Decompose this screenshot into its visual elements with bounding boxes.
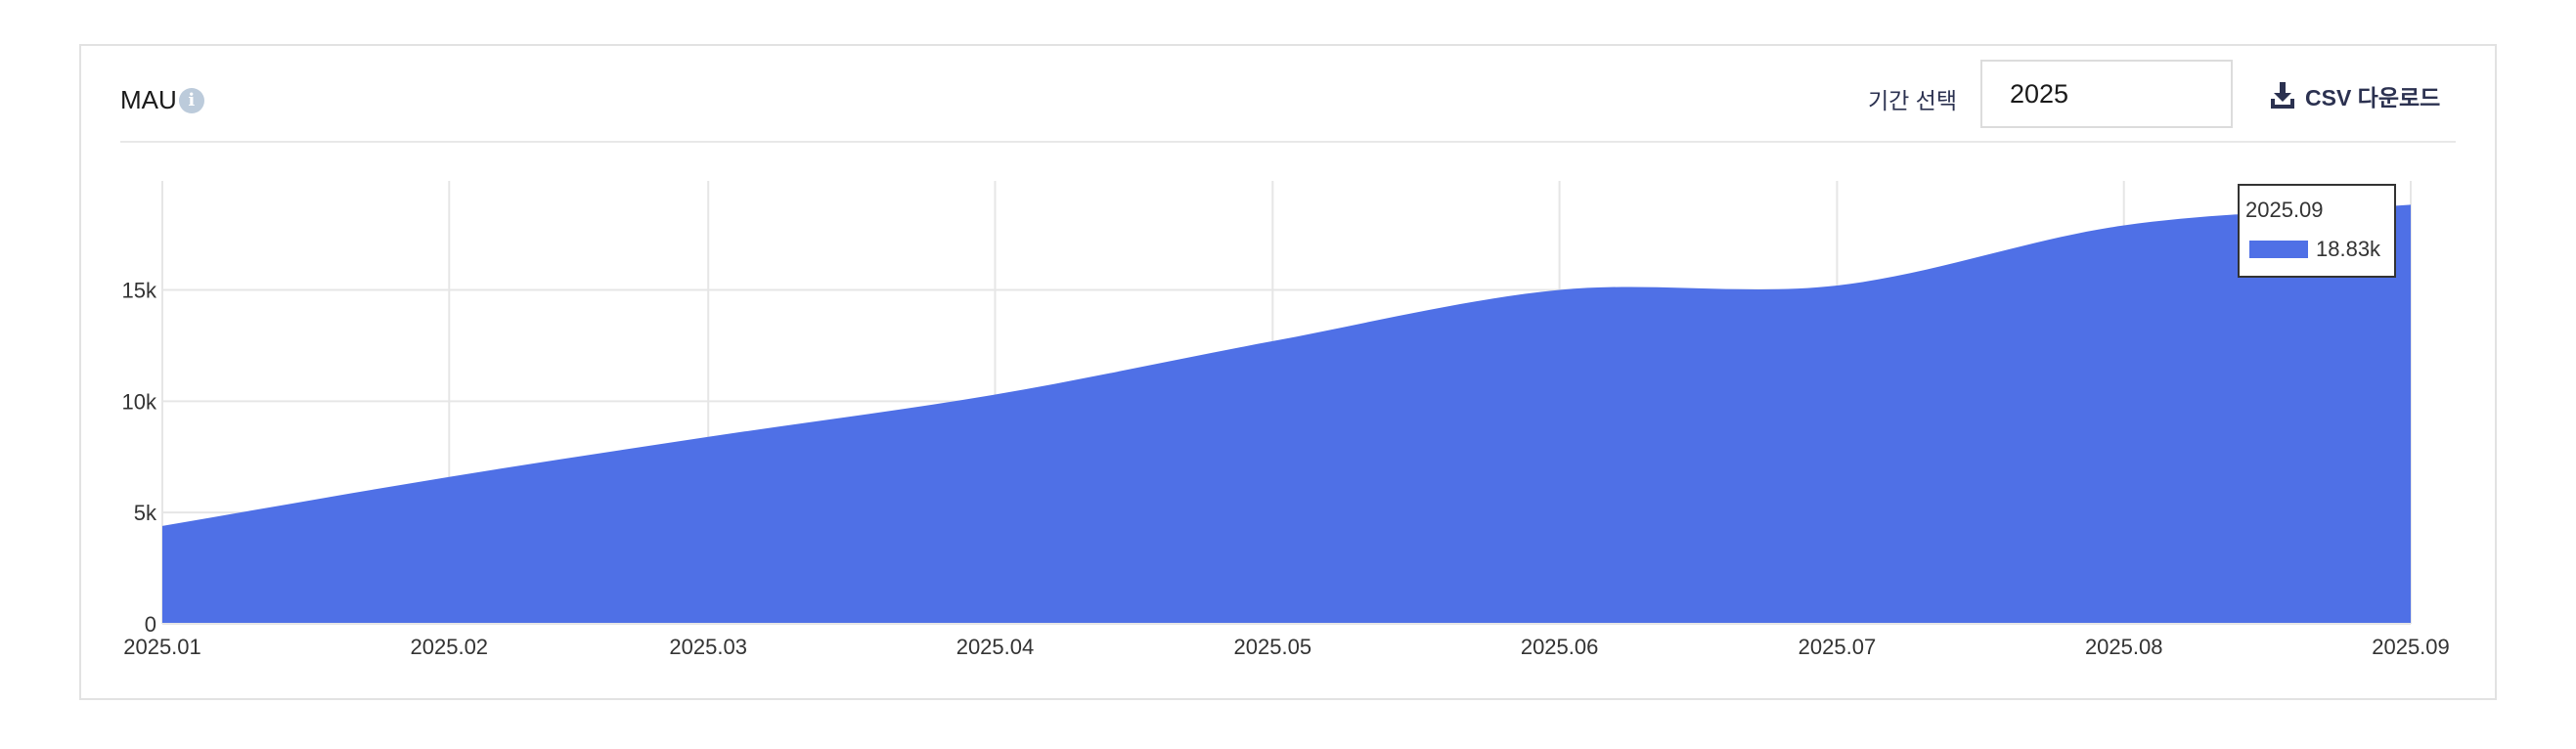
title-text: MAU: [120, 85, 177, 114]
x-tick-label: 2025.03: [669, 635, 747, 659]
x-tick-label: 2025.01: [123, 635, 201, 659]
card-title: MAU i: [120, 85, 204, 115]
x-tick-label: 2025.04: [956, 635, 1035, 659]
csv-download-button[interactable]: CSV 다운로드: [2270, 79, 2440, 112]
period-select[interactable]: 2025: [1980, 60, 2233, 128]
tooltip-date: 2025.09: [2245, 198, 2324, 222]
y-tick-label: 10k: [122, 389, 157, 414]
tooltip-row: 18.83k: [2249, 237, 2380, 262]
info-icon[interactable]: i: [178, 87, 204, 113]
x-tick-label: 2025.09: [2372, 635, 2450, 659]
x-tick-label: 2025.07: [1799, 635, 1877, 659]
x-tick-label: 2025.05: [1234, 635, 1312, 659]
header-divider: [120, 141, 2456, 143]
x-tick-label: 2025.06: [1521, 635, 1599, 659]
y-tick-label: 5k: [134, 501, 157, 525]
download-icon: [2271, 82, 2294, 109]
tooltip-swatch: [2249, 241, 2308, 258]
y-tick-label: 0: [145, 612, 156, 637]
csv-label: CSV 다운로드: [2305, 85, 2441, 110]
tooltip-value: 18.83k: [2316, 237, 2381, 261]
mau-area: [162, 204, 2411, 624]
x-tick-label: 2025.08: [2085, 635, 2163, 659]
period-label: 기간 선택: [1867, 88, 1957, 113]
y-tick-label: 15k: [122, 279, 157, 303]
x-tick-label: 2025.02: [411, 635, 489, 659]
chart-tooltip: 2025.09 18.83k: [2238, 184, 2396, 278]
